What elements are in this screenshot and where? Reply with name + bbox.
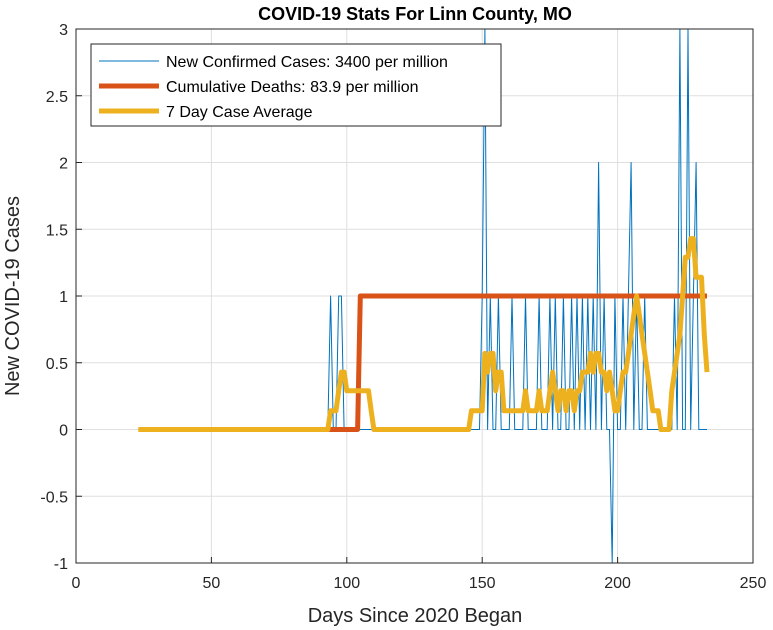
x-tick-label: 0 [72,575,81,592]
y-tick-label: 0 [59,423,68,440]
cumulative-deaths-line [327,293,707,432]
x-axis-title: Days Since 2020 Began [308,605,523,627]
y-tick-label: 1.5 [46,222,68,239]
series-layer [138,29,710,563]
x-tick-label: 200 [604,575,631,592]
x-tick-label: 100 [333,575,360,592]
x-axis-ticks: 0 50 100 150 200 250 [72,557,767,592]
legend-entry: Cumulative Deaths: 83.9 per million [166,79,419,96]
x-tick-label: 150 [469,575,496,592]
y-tick-label: 2 [59,156,68,173]
seven-day-average-line [138,236,710,432]
y-tick-label: -1 [54,556,68,573]
legend-items: New Confirmed Cases: 3400 per million Cum… [99,54,448,121]
legend-box [90,43,502,127]
legend-entry: New Confirmed Cases: 3400 per million [166,54,448,71]
legend-entry: 7 Day Case Average [166,104,313,121]
x-tick-label: 250 [740,575,767,592]
x-tick-label: 50 [203,575,221,592]
y-axis-ticks: -1 -0.5 0 0.5 1 1.5 2 2.5 3 [40,22,82,573]
y-axis-title: New COVID-19 Cases [2,196,24,396]
y-tick-label: 1 [59,289,68,306]
chart-title: COVID-19 Stats For Linn County, MO [258,4,572,24]
new-cases-line [138,29,707,563]
y-tick-label: 0.5 [46,356,68,373]
y-tick-label: -0.5 [40,489,68,506]
y-tick-label: 3 [59,22,68,39]
y-tick-label: 2.5 [46,89,68,106]
legend: New Confirmed Cases: 3400 per million Cum… [90,43,502,127]
